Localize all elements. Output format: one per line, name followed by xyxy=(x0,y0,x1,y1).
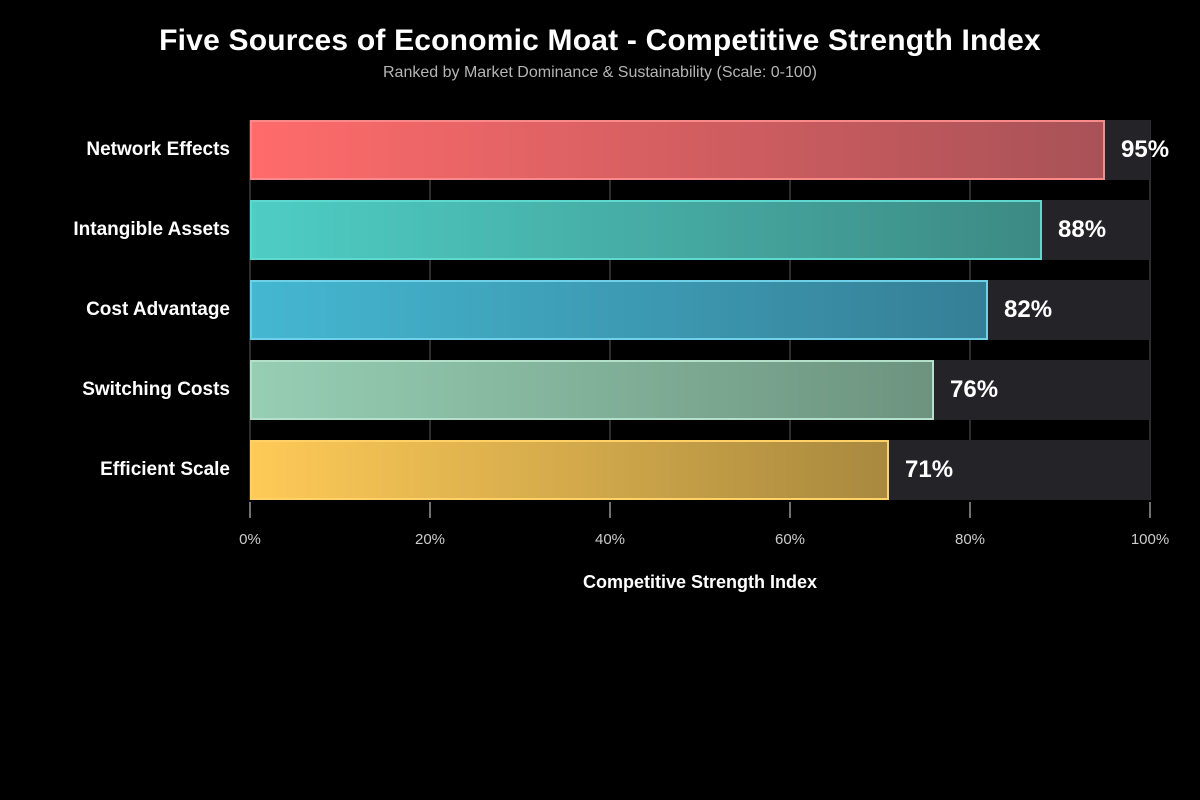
axis-tick-label: 40% xyxy=(594,531,626,548)
bar[interactable] xyxy=(250,280,988,340)
bar-row: Cost Advantage 82% xyxy=(86,280,1150,340)
axis-tick-label: 80% xyxy=(954,531,986,548)
category-label: Network Effects xyxy=(86,139,230,160)
bar-rows: Network Effects 95% Intangible Assets 88% Co… xyxy=(73,120,1169,500)
bar-row: Network Effects 95% xyxy=(86,120,1169,180)
category-label: Intangible Assets xyxy=(73,219,230,240)
value-label: 95% xyxy=(1121,136,1170,163)
value-label: 88% xyxy=(1058,216,1107,243)
bar-track: 88% xyxy=(250,200,1150,260)
axis-tick xyxy=(429,502,431,518)
plot-area: Network Effects 95% Intangible Assets 88% Co… xyxy=(73,120,1169,500)
axis-tick-label: 60% xyxy=(774,531,806,548)
gridline xyxy=(1149,120,1151,500)
bar[interactable] xyxy=(250,360,934,420)
bar-row: Intangible Assets 88% xyxy=(73,200,1150,260)
bar-track: 71% xyxy=(250,440,1150,500)
chart-subtitle: Ranked by Market Dominance & Sustainabil… xyxy=(383,64,817,81)
bar-row: Switching Costs 76% xyxy=(82,360,1150,420)
bar-row: Efficient Scale 71% xyxy=(100,440,1150,500)
axis-tick xyxy=(249,502,251,518)
axis-tick xyxy=(789,502,791,518)
x-axis: 0% 20% 40% 60% 80% 100% xyxy=(239,500,1169,560)
axis-tick-label: 0% xyxy=(239,531,261,548)
bar[interactable] xyxy=(250,120,1105,180)
value-label: 71% xyxy=(905,456,954,483)
category-label: Efficient Scale xyxy=(100,459,230,480)
bar[interactable] xyxy=(250,440,889,500)
axis-tick xyxy=(1149,502,1151,518)
value-label: 82% xyxy=(1004,296,1053,323)
bar-track: 82% xyxy=(250,280,1150,340)
axis-tick-label: 20% xyxy=(414,531,446,548)
bar-track: 76% xyxy=(250,360,1150,420)
axis-tick xyxy=(969,502,971,518)
x-axis-title: Competitive Strength Index xyxy=(582,572,818,592)
category-label: Cost Advantage xyxy=(86,299,230,320)
axis-tick-label: 100% xyxy=(1130,531,1170,548)
value-label: 76% xyxy=(950,376,999,403)
bar-track: 95% xyxy=(250,120,1169,180)
chart-title: Five Sources of Economic Moat - Competit… xyxy=(159,24,1041,57)
bar[interactable] xyxy=(250,200,1042,260)
category-label: Switching Costs xyxy=(82,379,230,400)
axis-tick xyxy=(609,502,611,518)
